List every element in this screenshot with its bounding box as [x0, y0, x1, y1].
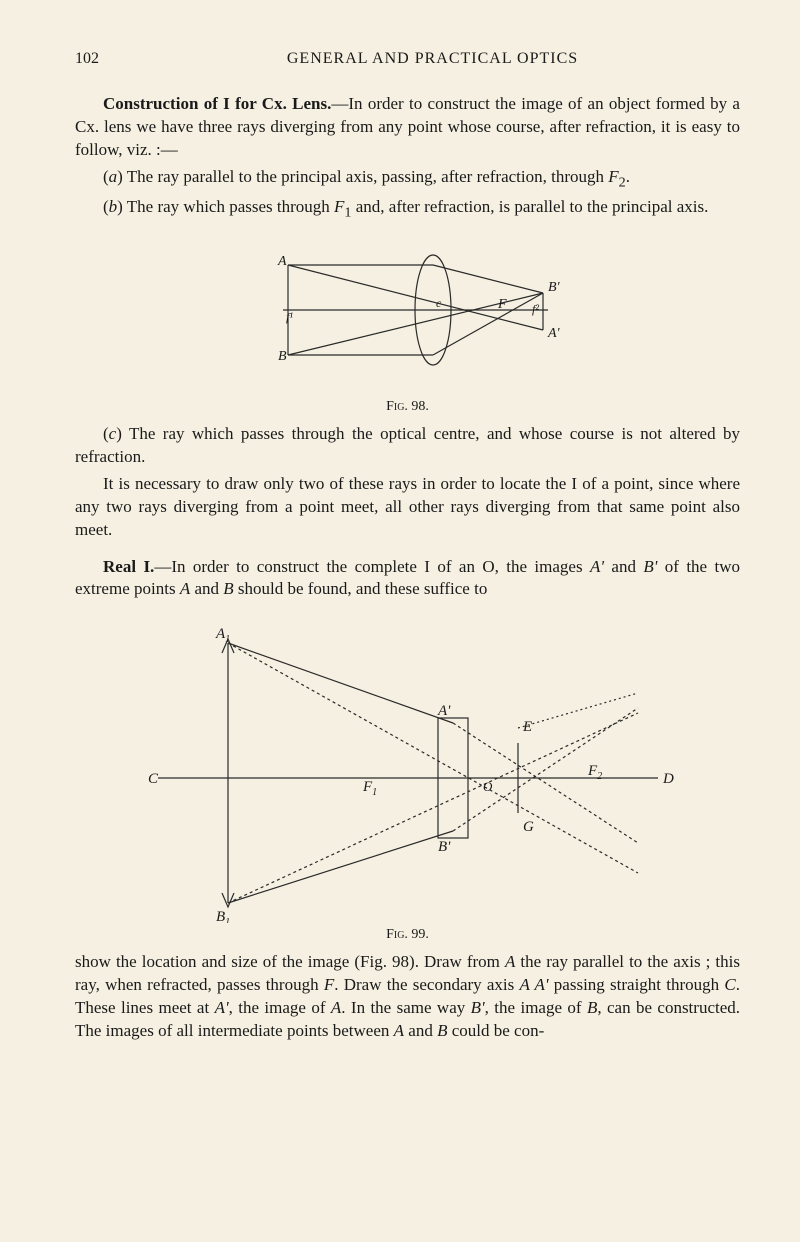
fig99-label-F2: F2 [587, 763, 602, 782]
fig99-label-D: D [662, 771, 674, 787]
fig98-label-A: A [277, 254, 287, 269]
fig98-label-Aprime: A' [547, 326, 561, 341]
para-construction: Construction of I for Cx. Lens.—In order… [75, 93, 740, 162]
fig98-label-Bprime: B' [548, 280, 561, 295]
fig98-label-f2: f² [532, 302, 539, 316]
fig98-label-Blow: B [278, 349, 287, 364]
fig99-caption: Fig. 99. [75, 927, 740, 943]
fig99-label-Aprime: A' [437, 703, 451, 719]
para-c: (c) The ray which passes through the opt… [75, 423, 740, 469]
real-lead: Real I. [103, 557, 154, 576]
fig99-svg: A1 B1 C D F1 F2 A' B' E G O [138, 613, 678, 923]
figure-98: A B B' A' f¹ f² c F Fig. 98. [75, 235, 740, 415]
fig98-caption: Fig. 98. [75, 399, 740, 415]
fig99-label-F1: F1 [362, 779, 377, 798]
page-number: 102 [75, 50, 125, 68]
para-real: Real I.—In order to construct the comple… [75, 556, 740, 602]
page-header: 102 GENERAL AND PRACTICAL OPTICS [75, 50, 740, 68]
para-b: (b) The ray which passes through F1 and,… [75, 196, 740, 223]
para-nec: It is necessary to draw only two of thes… [75, 473, 740, 542]
fig99-label-O: O [483, 779, 493, 794]
fig99-label-G: G [523, 819, 534, 835]
para-a: (a) The ray parallel to the principal ax… [75, 166, 740, 193]
lead-bold: Construction of I for Cx. Lens. [103, 94, 331, 113]
figure-99: A1 B1 C D F1 F2 A' B' E G O Fig. 99. [75, 613, 740, 943]
fig98-label-f1: f¹ [286, 310, 293, 324]
running-head: GENERAL AND PRACTICAL OPTICS [125, 50, 740, 68]
fig99-label-C: C [148, 771, 159, 787]
fig98-svg: A B B' A' f¹ f² c F [228, 235, 588, 395]
fig98-label-c: c [436, 296, 442, 310]
para-last: show the location and size of the image … [75, 951, 740, 1043]
fig99-label-Bprime: B' [438, 839, 451, 855]
fig99-label-A1: A1 [215, 626, 230, 645]
fig98-label-F: F [497, 297, 507, 312]
fig99-label-B1: B1 [216, 909, 230, 923]
page-content: 102 GENERAL AND PRACTICAL OPTICS Constru… [0, 0, 800, 1087]
fig99-label-E: E [522, 719, 532, 735]
